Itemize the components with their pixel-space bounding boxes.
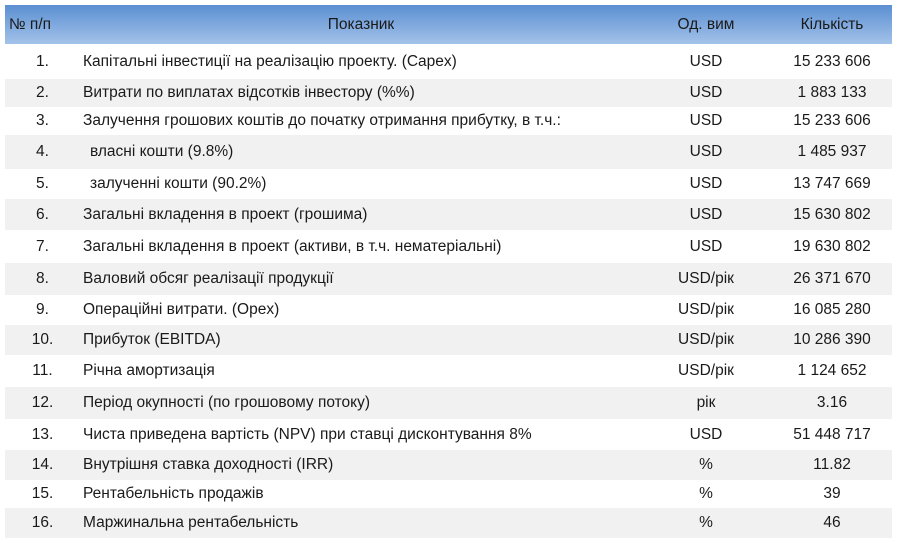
row-num: 1. (36, 52, 49, 70)
table-row: 5. залученні кошти (90.2%) USD 13 747 669 (5, 169, 892, 199)
table-header: № п/п Показник Од. вим Кількість (5, 5, 892, 44)
row-qty: 15 233 606 (793, 52, 871, 70)
row-name: Річна амортизація (83, 362, 215, 379)
row-unit: USD (689, 112, 723, 129)
row-num: 13. (31, 425, 54, 443)
table-row: 13. Чиста приведена вартість (NPV) при ст… (5, 419, 892, 450)
row-num: 14. (31, 456, 54, 473)
row-unit: USD/рік (678, 301, 734, 318)
row-unit: USD/рік (678, 362, 734, 379)
row-unit: % (699, 456, 713, 473)
table-row: 4. власні кошти (9.8%) USD 1 485 937 (5, 135, 892, 169)
row-num: 2. (36, 84, 49, 101)
row-unit: USD (689, 52, 723, 70)
row-name: Загальні вкладення в проект (активи, в т… (83, 237, 502, 255)
row-qty: 51 448 717 (793, 425, 871, 443)
header-num: № п/п (9, 15, 52, 33)
indicators-table: № п/п Показник Од. вим Кількість 1. Капіт… (5, 5, 892, 538)
row-unit: USD (689, 205, 723, 223)
row-name: Капітальні інвестиції на реалізацію прое… (83, 52, 457, 70)
row-num: 12. (31, 394, 54, 411)
row-num: 3. (36, 112, 49, 129)
row-qty: 15 630 802 (793, 205, 871, 223)
table-row: 16. Маржинальна рентабельність% 46 (5, 508, 892, 538)
row-name: залученні кошти (90.2%) (90, 175, 267, 192)
row-num: 11. (32, 362, 53, 379)
table-row: 10. Прибуток (EBITDA) USD/рік 10 286 390 (5, 325, 892, 355)
row-qty: 11.82 (813, 456, 851, 473)
row-qty: 39 (823, 485, 841, 502)
row-name: Період окупності (по грошовому потоку) (83, 394, 371, 411)
row-num: 4. (36, 143, 49, 160)
header-unit: Од. вим (677, 15, 735, 33)
header-name: Показник (327, 15, 395, 33)
row-qty: 19 630 802 (793, 237, 871, 255)
row-qty: 46 (823, 514, 841, 531)
row-qty: 26 371 670 (793, 270, 871, 287)
row-unit: USD (689, 84, 723, 101)
row-name: Операційні витрати. (Opex) (83, 301, 280, 318)
row-qty: 13 747 669 (793, 175, 871, 192)
row-unit: USD/рік (678, 331, 734, 348)
table-row: 3. Залучення грошових коштів до початку о… (5, 107, 892, 135)
table-row: 14. Внутрішня ставка доходності (IRR)% 11.… (5, 450, 892, 480)
row-qty: 10 286 390 (793, 331, 871, 348)
row-unit: % (699, 485, 713, 502)
row-name: власні кошти (9.8%) (90, 143, 234, 160)
table-row: 6. Загальні вкладення в проект (грошима) U… (5, 199, 892, 230)
row-name: Витрати по виплатах відсотків інвестору … (83, 84, 415, 101)
table-row: 7. Загальні вкладення в проект (активи, в… (5, 230, 892, 263)
table-row: 11. Річна амортизація USD/рік 1 124 652 (5, 355, 892, 387)
row-qty: 1 485 937 (797, 143, 867, 160)
table-row: 2. Витрати по виплатах відсотків інвестор… (5, 79, 892, 107)
row-name: Рентабельність продажів (83, 485, 264, 502)
row-num: 16. (31, 514, 54, 531)
row-num: 7. (36, 237, 49, 255)
row-num: 15. (31, 485, 54, 502)
row-unit: USD (689, 425, 723, 443)
row-unit: USD (689, 175, 723, 192)
row-unit: USD (689, 143, 723, 160)
row-unit: USD (689, 237, 723, 255)
row-num: 5. (36, 175, 49, 192)
row-name: Внутрішня ставка доходності (IRR) (83, 456, 334, 473)
table-row: 9. Операційні витрати. (Opex) USD/рік 16 08… (5, 295, 892, 325)
row-unit: % (699, 514, 713, 531)
table-row: 1. Капітальні інвестиції на реалізацію пр… (5, 44, 892, 79)
table-row: 15. Рентабельність продажів% 39 (5, 480, 892, 508)
row-qty: 1 883 133 (797, 84, 867, 101)
row-qty: 16 085 280 (793, 301, 871, 318)
row-num: 10. (31, 331, 54, 348)
row-name: Залучення грошових коштів до початку отр… (83, 112, 561, 129)
row-qty: 1 124 652 (797, 362, 867, 379)
row-name: Прибуток (EBITDA) (83, 331, 221, 348)
row-name: Маржинальна рентабельність (83, 514, 299, 531)
table-row: 8. Валовий обсяг реалізації продукції USD/… (5, 263, 892, 295)
row-qty: 3.16 (816, 394, 848, 411)
table-row: 12. Період окупності (по грошовому потоку… (5, 387, 892, 419)
row-unit: USD/рік (678, 270, 734, 287)
row-name: Чиста приведена вартість (NPV) при ставц… (83, 425, 532, 443)
row-name: Валовий обсяг реалізації продукції (83, 270, 334, 287)
row-num: 9. (36, 301, 49, 318)
row-num: 6. (36, 205, 49, 223)
row-num: 8. (36, 270, 49, 287)
row-unit: рік (696, 394, 716, 411)
row-qty: 15 233 606 (793, 112, 871, 129)
header-qty: Кількість (800, 15, 864, 33)
row-name: Загальні вкладення в проект (грошима) (83, 205, 368, 223)
